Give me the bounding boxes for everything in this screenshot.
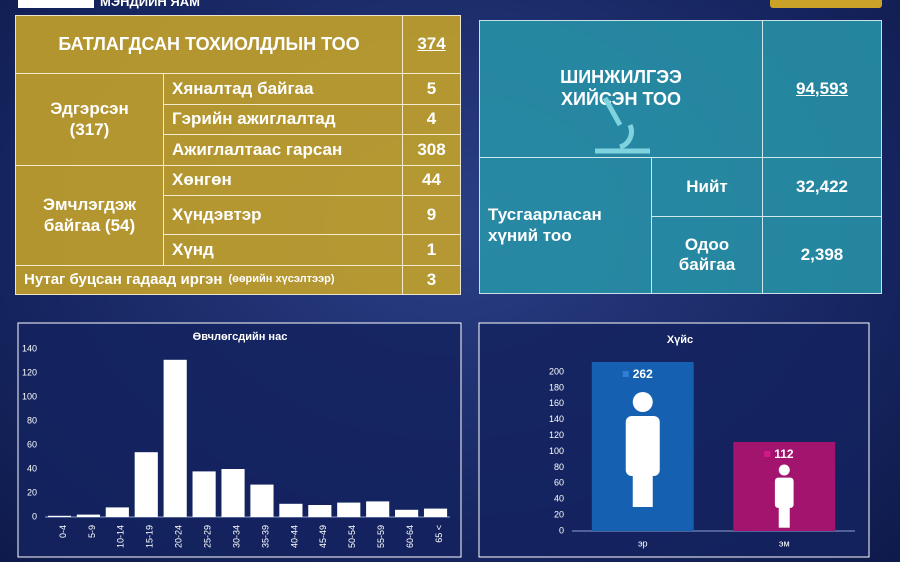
x-tick-label: 50-54	[347, 525, 357, 548]
y-tick-label: 200	[549, 366, 564, 376]
bar	[423, 508, 448, 517]
row-value: 308	[402, 134, 461, 166]
y-tick-label: 80	[554, 462, 564, 472]
x-tick-label: 20-24	[174, 525, 184, 548]
total-value: 94,593	[796, 78, 848, 98]
x-tick-label: 10-14	[116, 525, 126, 548]
y-tick-label: 20	[554, 509, 564, 519]
row-value: 5	[402, 73, 461, 105]
y-tick-label: 100	[549, 446, 564, 456]
x-tick-label: 65 <	[434, 525, 444, 543]
y-tick-label: 40	[554, 494, 564, 504]
panel	[17, 322, 462, 558]
label-key	[764, 450, 771, 457]
x-tick-label: 35-39	[260, 525, 270, 548]
person-icon	[778, 502, 790, 528]
person-icon	[778, 464, 790, 476]
total-value: 374	[417, 34, 446, 54]
top-button[interactable]	[770, 0, 882, 8]
row-label: Ажиглалтаас гарсан	[163, 134, 403, 166]
bar	[366, 501, 390, 517]
foreign-label: Нутаг буцсан гадаад иргэн (өөрийн хүсэлтэ…	[15, 265, 403, 295]
group-label: Эмчлэгдэж байгаа (54)	[15, 165, 164, 266]
group-label: Эдгэрсэн (317)	[15, 73, 164, 166]
label-key	[622, 371, 629, 377]
y-tick-label: 140	[549, 414, 564, 424]
y-tick-label: 60	[27, 439, 37, 449]
row-label: Хяналтад байгаа	[163, 73, 403, 105]
x-tick-label: 40-44	[289, 525, 299, 548]
row-label: Хүнд	[163, 234, 403, 266]
bar	[163, 359, 187, 517]
chart-title: Хүйс	[667, 334, 693, 346]
x-tick-label: 45-49	[318, 525, 328, 548]
x-tick-label: 5-9	[87, 525, 97, 538]
bar	[76, 514, 100, 517]
label: Нутаг буцсан гадаад иргэн	[24, 271, 223, 288]
y-tick-label: 0	[559, 525, 564, 535]
iso-value: 32,422	[762, 157, 882, 217]
y-tick-label: 120	[549, 430, 564, 440]
row-value: 4	[402, 104, 461, 135]
x-tick-label: 60-64	[405, 525, 415, 548]
person-icon	[632, 462, 653, 507]
y-tick-label: 20	[27, 487, 37, 497]
y-tick-label: 140	[22, 343, 37, 353]
value-label: 112	[774, 447, 794, 461]
x-tick-label: эм	[779, 538, 790, 548]
y-tick-label: 0	[32, 511, 37, 521]
confirmed-title: БАТЛАГДСАН ТОХИОЛДЛЫН ТОО	[15, 15, 403, 74]
bar	[192, 471, 216, 517]
x-tick-label: 0-4	[58, 525, 68, 538]
x-tick-label: 25-29	[202, 525, 212, 548]
row-value: 44	[402, 165, 461, 196]
ministry: МЭНДИЙН ЯАМ	[100, 0, 200, 9]
foreign-value: 3	[402, 265, 461, 295]
y-tick-label: 100	[22, 391, 37, 401]
x-tick-label: 30-34	[231, 525, 241, 548]
bar	[250, 484, 274, 517]
bar	[134, 452, 158, 517]
x-tick-label: 15-19	[145, 525, 155, 548]
person-icon	[632, 392, 653, 412]
y-tick-label: 40	[27, 463, 37, 473]
row-value: 9	[402, 195, 461, 235]
y-tick-label: 120	[22, 367, 37, 377]
bar	[47, 515, 72, 517]
y-tick-label: 60	[554, 478, 564, 488]
y-tick-label: 80	[27, 415, 37, 425]
confirmed-total: 374	[402, 15, 461, 74]
x-tick-label: эр	[638, 538, 648, 548]
row-label: Хөнгөн	[163, 165, 403, 196]
row-label: Гэрийн ажиглалтад	[163, 104, 403, 135]
y-tick-label: 160	[549, 398, 564, 408]
iso-value: 2,398	[762, 216, 882, 294]
chart-title: Өвчлөгсдийн нас	[193, 331, 288, 343]
row-label: Хүндэвтэр	[163, 195, 403, 235]
tests-title: ШИНЖИЛГЭЭ ХИЙСЭН ТОО	[479, 20, 763, 158]
row-value: 1	[402, 234, 461, 266]
value-label: 262	[633, 367, 653, 381]
bar	[221, 469, 245, 517]
logo	[18, 0, 94, 8]
isolated-label: Тусгаарласан хүний тоо	[479, 157, 652, 294]
tests-total: 94,593	[762, 20, 882, 158]
iso-label: Одоо байгаа	[651, 216, 763, 294]
bar	[105, 507, 129, 517]
bar	[279, 503, 303, 517]
microscope-icon	[595, 96, 650, 154]
person-icon	[774, 477, 794, 508]
bar	[395, 509, 419, 517]
bar	[337, 502, 361, 517]
bar	[308, 505, 332, 517]
person-icon	[625, 416, 660, 476]
y-tick-label: 180	[549, 382, 564, 392]
note: (өөрийн хүсэлтээр)	[228, 273, 335, 286]
x-tick-label: 55-59	[376, 525, 386, 548]
